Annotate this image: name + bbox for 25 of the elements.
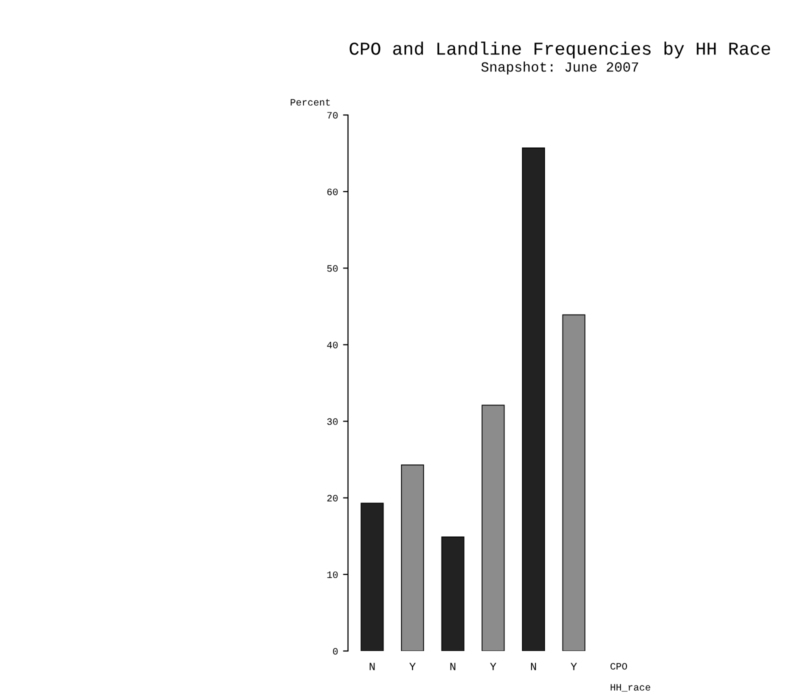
y-tick-label: 70 bbox=[327, 112, 338, 119]
x-tick-label: N bbox=[370, 662, 375, 670]
bar bbox=[360, 502, 384, 651]
x-tick-label: Y bbox=[570, 662, 577, 670]
bar bbox=[401, 464, 424, 651]
x-tick-label: N bbox=[450, 662, 456, 670]
x-tick-label: N bbox=[531, 662, 536, 670]
y-tick-label: 30 bbox=[327, 418, 338, 425]
y-tick-label: 60 bbox=[327, 188, 338, 196]
bar bbox=[482, 404, 505, 651]
x-tick-label: Y bbox=[409, 662, 416, 670]
y-tick-label: 20 bbox=[327, 494, 338, 502]
text: HH_race bbox=[610, 684, 650, 692]
y-tick-label: 40 bbox=[327, 342, 338, 348]
text: CPO bbox=[610, 663, 628, 670]
y-tick-label: 0 bbox=[333, 648, 338, 655]
bar bbox=[441, 536, 464, 651]
y-axis-title: Percent bbox=[290, 99, 330, 106]
x-tick-label: Y bbox=[490, 662, 496, 670]
chart-title: CPO and Landline Frequencies by HH Race bbox=[350, 42, 770, 58]
bar bbox=[562, 314, 586, 651]
bar bbox=[522, 148, 545, 651]
y-tick-label: 10 bbox=[327, 571, 338, 578]
chart-subtitle: Snapshot: June 2007 bbox=[481, 62, 638, 74]
y-tick-label: 50 bbox=[327, 265, 338, 272]
